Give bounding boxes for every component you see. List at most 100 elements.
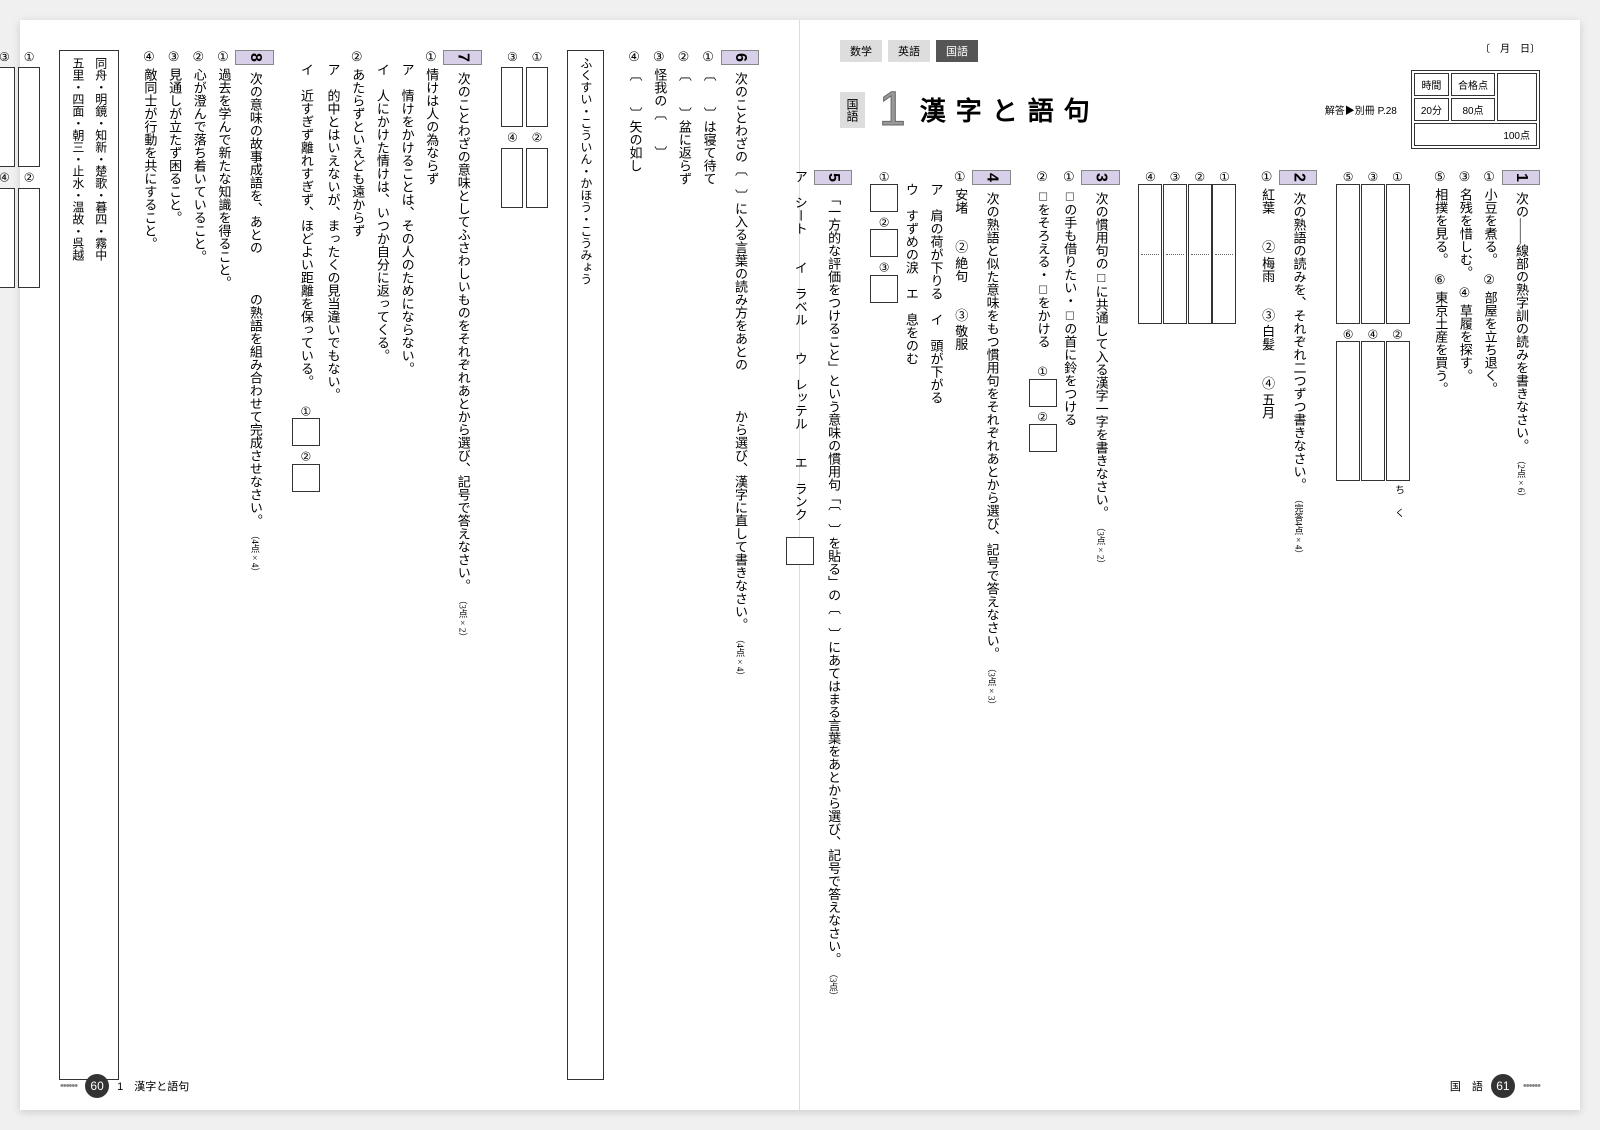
q7-answer-1[interactable] <box>292 418 320 446</box>
q8-prompt: 次の意味の故事成語を、あとの の熟語を組み合わせて完成させなさい。 <box>248 72 263 527</box>
score-meta-box: 時間合格点 20分80点 100点 <box>1411 70 1540 149</box>
question-6: 6 次のことわざの〔 〕に入る言葉の読み方をあとの から選び、漢字に直して書きな… <box>622 50 759 1080</box>
q6-item-1: ① 〔 〕は寝て待て <box>702 50 717 185</box>
answer-ref: 解答▶別冊 P.28 <box>1325 102 1397 117</box>
q4-points: （3点×3） <box>987 663 997 709</box>
subject-tabs: 数学 英語 国語 〔 月 日〕 <box>840 40 1540 62</box>
q8-answer-3[interactable] <box>0 67 15 167</box>
page-number-60: 60 <box>85 1074 109 1098</box>
q2-answer-4[interactable] <box>1138 184 1162 324</box>
title-row: 国語 1 漢字と語句 解答▶別冊 P.28 時間合格点 20分80点 100点 <box>840 70 1540 149</box>
q4-answer-2[interactable] <box>870 229 898 257</box>
q1-answer-5[interactable] <box>1336 184 1360 324</box>
q6-answer-4[interactable] <box>501 148 523 208</box>
q8-word-bank: 同舟・明鏡・知新・楚歌・暮四・霧中 五里・四面・朝三・止水・温故・呉越 <box>59 50 119 1080</box>
question-1: 1 次の——線部の熟字訓の読みを書きなさい。 （2点×6） ① 小豆を煮る。 ②… <box>1428 170 1540 1060</box>
q1-answer-6[interactable] <box>1336 341 1360 481</box>
q6-item-3: ③ 怪我の〔 〕 <box>652 50 667 159</box>
q6-answers: ① ② ③ ④ <box>500 50 549 1080</box>
q2-answers: ① ② ③ ④ <box>1138 170 1237 1060</box>
section-number-8: 8 <box>235 50 273 65</box>
tab-japanese[interactable]: 国語 <box>936 40 978 62</box>
q6-item-2: ② 〔 〕盆に返らず <box>677 50 692 185</box>
q4-answer-3[interactable] <box>870 275 898 303</box>
q8-points: （4点×4） <box>250 530 260 576</box>
q1-item-1: ① 小豆を煮る。 <box>1483 170 1498 260</box>
unit-number: 1 <box>879 82 906 137</box>
q8-answer-2[interactable] <box>18 188 40 288</box>
q7-item-1: ① 情けは人の為ならず <box>424 50 439 185</box>
q2-points: （完答4点×4） <box>1293 494 1303 558</box>
q1-item-3: ③ 名残を惜しむ。 <box>1458 170 1473 273</box>
tab-math[interactable]: 数学 <box>840 40 882 62</box>
q4-choice-a: ア 肩の荷が下りる <box>929 183 944 300</box>
q6-prompt: 次のことわざの〔 〕に入る言葉の読み方をあとの から選び、漢字に直して書きなさい… <box>733 72 748 631</box>
page-header: 数学 英語 国語 〔 月 日〕 国語 1 漢字と語句 解答▶別冊 P.28 時間… <box>840 40 1540 160</box>
question-4: 4 次の熟語と似た意味をもつ慣用句をそれぞれあとから選び、記号で答えなさい。 （… <box>870 170 1010 1060</box>
q7-choice-2a: ア 的中とはいえないが、まったくの見当違いでもない。 <box>326 63 341 401</box>
section-number-5: 5 <box>814 170 852 185</box>
q3-answer-1[interactable] <box>1029 379 1057 407</box>
q2-answer-3[interactable] <box>1163 184 1187 324</box>
q4-choice-d: エ 息をのむ <box>904 287 919 365</box>
section-number-4: 4 <box>972 170 1010 185</box>
q6-word-bank: ふくすい・こういん・かほう・こうみょう <box>567 50 604 1080</box>
q5-points: （3点） <box>828 969 838 1001</box>
q7-prompt: 次のことわざの意味としてふさわしいものをそれぞれあとから選び、記号で答えなさい。 <box>456 72 471 592</box>
q8-item-2: ② 心が澄んで落ち着いていること。 <box>192 50 207 263</box>
q6-item-4: ④ 〔 〕矢の如し <box>628 50 643 172</box>
q8-item-1: ① 過去を学んで新たな知識を得ること。 <box>216 50 231 289</box>
q7-choice-1a: ア 情けをかけることは、その人のためにならない。 <box>400 63 415 375</box>
q2-answer-1[interactable] <box>1212 184 1236 324</box>
q6-bank-col: ふくすい・こういん・かほう・こうみょう <box>567 50 604 1080</box>
question-8: 8 次の意味の故事成語を、あとの の熟語を組み合わせて完成させなさい。 （4点×… <box>137 50 274 1080</box>
q2-items: ① 紅葉 ② 梅雨 ③ 白髪 ④ 五月 <box>1260 170 1275 419</box>
page-number-61: 61 <box>1491 1074 1515 1098</box>
q1-points: （2点×6） <box>1516 455 1526 501</box>
footer-right: 国 語 61 •••••• <box>1450 1074 1540 1098</box>
q3-prompt: 次の慣用句の□に共通して入る漢字一字を書きなさい。 <box>1094 192 1109 519</box>
q8-answers: ① ② ③ ④ <box>0 50 41 1080</box>
q4-choice-b: イ 頭が下がる <box>929 313 944 404</box>
question-5: 5 「一方的な評価をつけること」という意味の慣用句「〔 〕を貼る」の〔 〕にあて… <box>786 170 852 1060</box>
q2-answer-2[interactable] <box>1188 184 1212 324</box>
question-3: 3 次の慣用句の□に共通して入る漢字一字を書きなさい。 （3点×2） ① □の手… <box>1029 170 1120 1060</box>
q5-answer[interactable] <box>786 537 814 565</box>
q3-item-1: ① □の手も借りたい・□の首に鈴をつける <box>1062 170 1077 426</box>
q6-answer-3[interactable] <box>501 67 523 127</box>
q8-answer-1[interactable] <box>18 67 40 167</box>
tab-english[interactable]: 英語 <box>888 40 930 62</box>
q1-answer-1[interactable] <box>1386 184 1410 324</box>
q8-item-3: ③ 見通しが立たず困ること。 <box>167 50 182 224</box>
q4-items: ① 安堵 ② 絶句 ③ 敬服 <box>953 170 968 351</box>
dots-icon: •••••• <box>60 1080 77 1092</box>
q1-item-2: ② 部屋を立ち退く。 <box>1483 273 1498 395</box>
footer-left: •••••• 60 1 漢字と語句 <box>60 1074 189 1098</box>
section-number-3: 3 <box>1081 170 1119 185</box>
question-7: 7 次のことわざの意味としてふさわしいものをそれぞれあとから選び、記号で答えなさ… <box>292 50 482 1080</box>
q7-choice-2b: イ 近すぎず離れすぎず、ほどよい距離を保っている。 <box>299 63 314 388</box>
q8-item-4: ④ 敵同士が行動を共にすること。 <box>142 50 157 250</box>
q6-points: （4点×4） <box>735 634 745 680</box>
q2-prompt: 次の熟語の読みを、それぞれ二つずつ書きなさい。 <box>1291 192 1306 491</box>
page-60: 6 次のことわざの〔 〕に入る言葉の読み方をあとの から選び、漢字に直して書きな… <box>20 20 800 1110</box>
q7-item-2: ② あたらずといえども遠からず <box>350 50 365 237</box>
q6-answer-2[interactable] <box>526 148 548 208</box>
dots-icon: •••••• <box>1523 1080 1540 1092</box>
q6-answer-1[interactable] <box>526 67 548 127</box>
q3-answer-2[interactable] <box>1029 424 1057 452</box>
footer-left-label: 1 漢字と語句 <box>117 1078 189 1094</box>
q4-answer-1[interactable] <box>870 184 898 212</box>
q8-answer-4[interactable] <box>0 188 15 288</box>
section-number-2: 2 <box>1279 170 1317 185</box>
q5-choices: ア シート イ ラベル ウ レッテル エ ランク <box>793 170 808 521</box>
q1-answer-2[interactable] <box>1386 341 1410 481</box>
q7-choice-1b: イ 人にかけた情けは、いつか自分に返ってくる。 <box>375 63 390 362</box>
q7-answer-2[interactable] <box>292 464 320 492</box>
q1-answer-4[interactable] <box>1361 341 1385 481</box>
q1-prompt: 次の——線部の熟字訓の読みを書きなさい。 <box>1514 192 1529 452</box>
q1-item-4: ④ 草履を探す。 <box>1458 286 1473 382</box>
q4-choice-c: ウ すずめの涙 <box>904 183 919 274</box>
q4-prompt: 次の熟語と似た意味をもつ慣用句をそれぞれあとから選び、記号で答えなさい。 <box>985 192 1000 660</box>
q1-answer-3[interactable] <box>1361 184 1385 324</box>
